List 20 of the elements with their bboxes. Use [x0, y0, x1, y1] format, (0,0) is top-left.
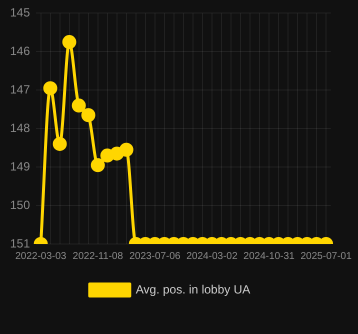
x-tick-label: 2024-03-02: [186, 250, 238, 262]
y-tick-label: 145: [10, 6, 30, 20]
point: [119, 142, 134, 157]
x-tick-label: 2024-10-31: [243, 250, 296, 262]
x-tick-label: 2023-07-06: [129, 250, 181, 262]
y-tick-label: 148: [10, 120, 30, 135]
y-tick-label: 150: [10, 198, 30, 212]
x-tick-label: 2022-03-03: [15, 250, 67, 262]
y-tick-label: 149: [10, 159, 30, 174]
legend-label: Avg. pos. in lobby UA: [136, 282, 250, 296]
point: [81, 108, 96, 122]
point: [90, 158, 105, 172]
x-tick-label: 2022-11-08: [72, 250, 124, 262]
y-tick-label: 151: [10, 236, 30, 250]
y-tick-label: 147: [10, 82, 30, 96]
point: [43, 81, 58, 96]
x-tick-label: 2025-07-01: [300, 250, 352, 262]
point: [52, 136, 67, 151]
y-tick-label: 146: [10, 44, 30, 58]
point: [72, 98, 86, 113]
